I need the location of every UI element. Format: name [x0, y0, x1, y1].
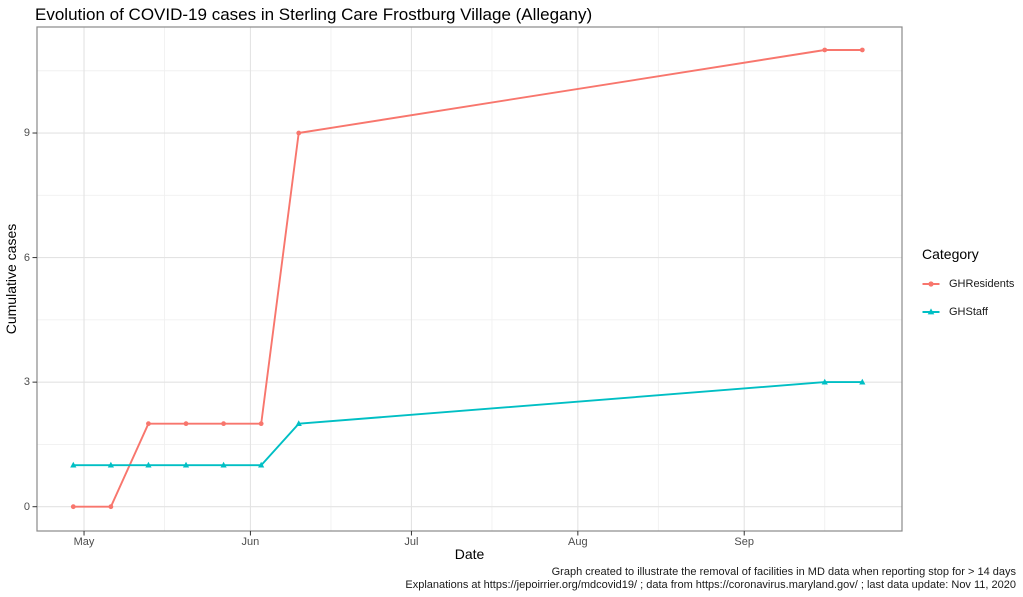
x-tick-label-may: May — [73, 536, 95, 548]
data-point-ghresidents — [296, 130, 302, 136]
legend-key-circle-icon — [922, 281, 940, 287]
x-tick-label-jun: Jun — [241, 536, 260, 548]
legend: Category GHResidents GHStaff — [922, 246, 1014, 326]
y-axis-label: Cumulative cases — [3, 223, 19, 335]
legend-label: GHStaff — [949, 306, 988, 318]
data-point-ghresidents — [859, 47, 865, 53]
data-point-ghresidents — [183, 421, 189, 427]
panel-background — [37, 27, 902, 531]
data-point-ghresidents — [221, 421, 226, 427]
legend-title: Category — [922, 246, 979, 262]
data-point-ghstaff — [295, 420, 302, 426]
y-tick-label-0: 0 — [23, 500, 30, 513]
data-point-ghstaff — [258, 461, 265, 468]
panel-border — [36, 26, 903, 532]
y-tick-label-9: 9 — [23, 127, 30, 140]
data-point-ghstaff — [70, 461, 77, 468]
caption-line-1: Graph created to illustrate the removal … — [551, 566, 1016, 578]
x-axis-label: Date — [454, 546, 485, 562]
x-tick-label-sep: Sep — [734, 536, 754, 548]
legend-key-triangle-icon — [922, 308, 940, 315]
data-point-ghstaff — [821, 378, 828, 385]
x-tick-label-jul: Jul — [404, 536, 419, 548]
caption: Graph created to illustrate the removal … — [405, 566, 1016, 592]
data-point-ghstaff — [220, 461, 227, 468]
legend-entry-ghstaff: GHStaff — [922, 298, 1014, 326]
data-point-ghresidents — [70, 504, 76, 510]
data-point-ghresidents — [108, 504, 114, 510]
x-tick-label-aug: Aug — [568, 536, 588, 548]
data-point-ghstaff — [182, 461, 190, 468]
y-tick-label-3: 3 — [23, 376, 30, 389]
data-point-ghstaff — [145, 461, 152, 468]
data-point-ghresidents — [258, 421, 264, 427]
chart-title: Evolution of COVID-19 cases in Sterling … — [35, 5, 593, 24]
legend-entry-ghresidents: GHResidents — [922, 270, 1014, 298]
data-point-ghstaff — [859, 378, 866, 385]
caption-line-2: Explanations at https://jepoirrier.org/m… — [405, 579, 1016, 591]
data-point-ghresidents — [822, 47, 828, 53]
data-point-ghresidents — [146, 421, 151, 427]
data-point-ghstaff — [107, 461, 114, 468]
legend-label: GHResidents — [949, 278, 1015, 290]
legend-entries: GHResidents GHStaff — [922, 270, 1014, 326]
y-tick-label-6: 6 — [23, 251, 30, 264]
